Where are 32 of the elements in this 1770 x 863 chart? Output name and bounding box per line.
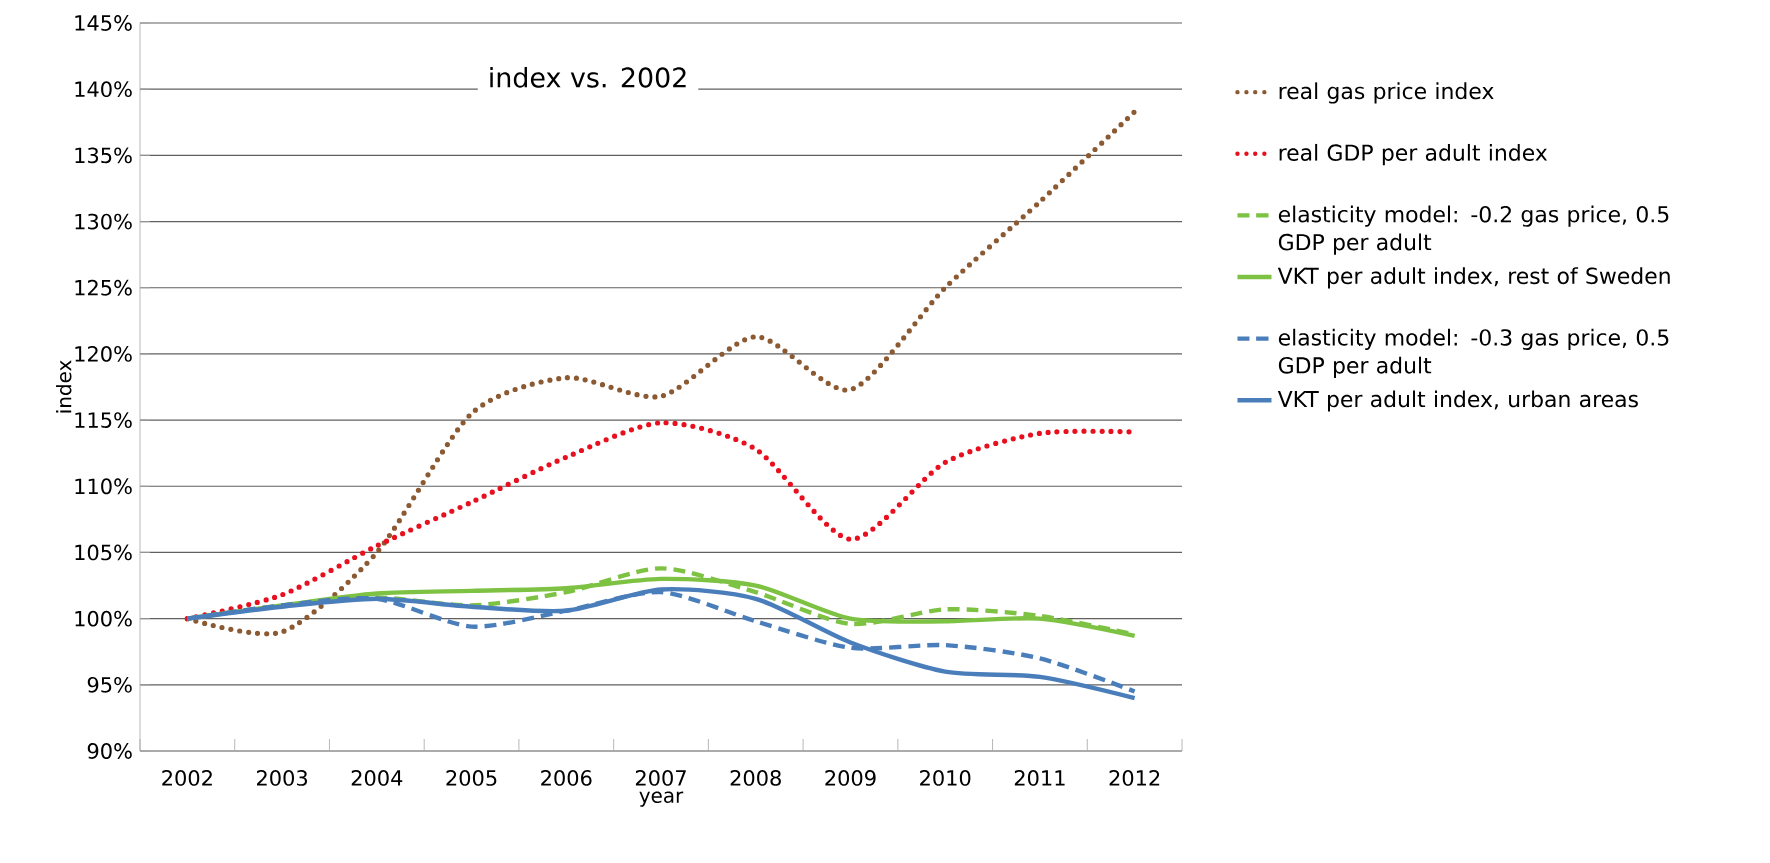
y-axis-title: index bbox=[56, 360, 72, 413]
x-tick-label: 2012 bbox=[1109, 770, 1160, 786]
y-tick-label: 120% bbox=[75, 345, 132, 362]
y-tick-label: 90% bbox=[87, 743, 132, 759]
y-tick-label: 145% bbox=[75, 15, 132, 31]
y-tick-label: 110% bbox=[75, 478, 132, 495]
x-tick-label: 2010 bbox=[920, 770, 971, 786]
x-tick-label: 2007 bbox=[635, 770, 686, 786]
y-tick-label: 100% bbox=[75, 610, 132, 627]
text: index vs. 2002 bbox=[490, 66, 686, 88]
x-tick-label: 2002 bbox=[162, 770, 212, 786]
x-tick-label: 2004 bbox=[351, 770, 403, 786]
x-tick-label: 2003 bbox=[257, 770, 308, 786]
legend-label: elasticity model: -0.2 gas price, 0.5 GDP per adult bbox=[1278, 205, 1669, 255]
y-tick-label: 140% bbox=[75, 81, 132, 98]
legend-label: VKT per adult index, urban areas bbox=[1277, 390, 1638, 412]
x-tick-label: 2008 bbox=[730, 770, 781, 786]
x-tick-label: 2006 bbox=[541, 770, 592, 786]
x-tick-label: 2009 bbox=[825, 770, 876, 786]
y-tick-label: 125% bbox=[75, 279, 132, 296]
y-tick-label: 105% bbox=[75, 544, 132, 561]
y-tick-label: 95% bbox=[87, 676, 132, 693]
legend-label: VKT per adult index, rest of Sweden bbox=[1277, 267, 1670, 289]
legend-label: real gas price index bbox=[1279, 82, 1494, 104]
y-tick-label: 130% bbox=[75, 213, 132, 230]
x-tick-label: 2011 bbox=[1014, 770, 1065, 786]
y-tick-label: 115% bbox=[75, 412, 132, 428]
x-tick-label: 2005 bbox=[446, 770, 497, 786]
legend-label: elasticity model: -0.3 gas price, 0.5 GDP per adult bbox=[1278, 328, 1669, 378]
y-tick-label: 135% bbox=[75, 147, 132, 164]
x-axis-title: year bbox=[639, 791, 684, 807]
legend-label: real GDP per adult index bbox=[1279, 143, 1548, 166]
